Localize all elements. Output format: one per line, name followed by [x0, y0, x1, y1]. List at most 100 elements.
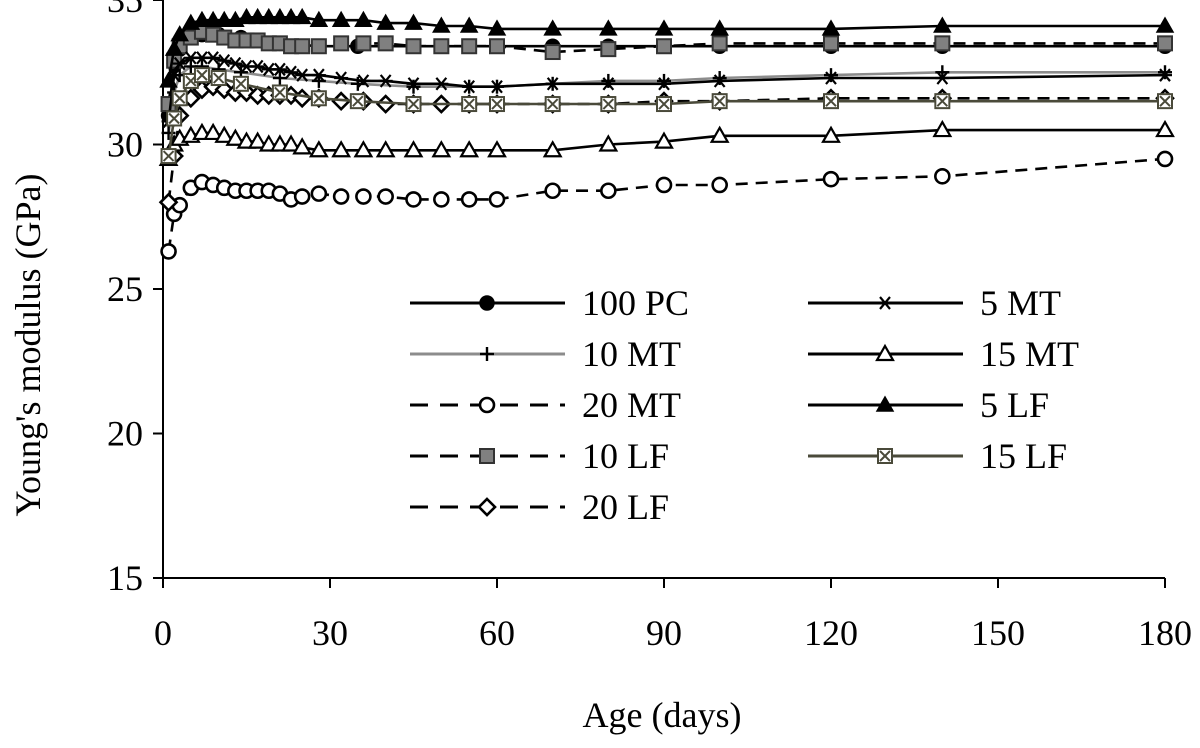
data-point — [821, 19, 841, 36]
data-point — [877, 448, 893, 464]
data-point — [545, 77, 560, 91]
data-point — [488, 191, 506, 208]
data-point — [479, 295, 495, 311]
data-point — [270, 7, 290, 25]
data-point — [192, 10, 212, 27]
legend-label: 20 MT — [582, 385, 681, 425]
data-point — [292, 7, 312, 25]
series-line — [167, 157, 1166, 252]
data-point — [404, 13, 423, 30]
legend-entry: 5 MT — [808, 283, 1061, 323]
data-point — [333, 35, 350, 52]
data-point — [461, 38, 478, 55]
legend-entry: 100 PC — [410, 283, 689, 323]
data-point — [478, 396, 496, 414]
data-point — [292, 137, 313, 155]
data-point — [272, 71, 287, 86]
data-point — [433, 191, 450, 208]
data-point — [490, 79, 504, 94]
data-point — [309, 10, 329, 27]
data-point — [406, 79, 421, 94]
data-point — [247, 131, 268, 149]
data-point — [281, 7, 301, 25]
data-point — [203, 122, 223, 141]
data-point — [164, 39, 184, 56]
data-point — [228, 56, 243, 71]
y-tick-label: 30 — [107, 125, 143, 165]
data-point — [214, 10, 234, 27]
data-point — [655, 176, 673, 194]
data-point — [331, 140, 352, 158]
data-point — [171, 90, 188, 107]
legend-entry: 20 LF — [410, 487, 669, 527]
data-point — [823, 35, 839, 52]
data-point — [487, 140, 507, 158]
data-point — [434, 77, 449, 91]
data-point — [405, 96, 422, 113]
data-point — [1155, 119, 1175, 138]
x-tick-label: 60 — [479, 613, 515, 653]
x-tick-label: 120 — [804, 613, 858, 653]
data-point — [654, 131, 674, 149]
data-point — [542, 140, 563, 158]
data-point — [1155, 16, 1175, 33]
data-point — [248, 7, 267, 25]
data-point — [406, 77, 421, 91]
data-point — [356, 74, 371, 88]
data-point — [203, 10, 223, 27]
x-axis-title: Age (days) — [583, 695, 742, 735]
series-10-mt — [161, 59, 1172, 140]
data-point — [824, 71, 838, 85]
legend-entry: 10 MT — [410, 334, 681, 374]
data-point — [600, 41, 617, 58]
data-point — [600, 182, 617, 200]
data-point — [598, 134, 619, 152]
x-tick-label: 0 — [154, 613, 172, 653]
data-point — [462, 79, 477, 94]
data-point — [1157, 35, 1173, 52]
data-point — [355, 188, 372, 205]
data-point — [601, 77, 616, 91]
data-point — [281, 134, 301, 152]
data-point — [932, 119, 953, 138]
series-20-mt — [160, 150, 1174, 260]
data-point — [544, 44, 561, 61]
data-point — [487, 19, 507, 36]
legend-entry: 5 LF — [808, 385, 1049, 425]
data-point — [1158, 65, 1172, 80]
data-point — [461, 96, 478, 113]
data-point — [349, 93, 366, 110]
legend-background — [395, 275, 1125, 530]
data-point — [657, 77, 671, 91]
data-point — [206, 51, 221, 65]
data-point — [166, 110, 183, 127]
data-point — [710, 19, 729, 36]
data-point — [311, 68, 326, 82]
data-point — [377, 188, 394, 205]
data-point — [933, 16, 952, 33]
data-point — [433, 38, 450, 55]
legend-label: 100 PC — [582, 283, 689, 323]
data-point — [599, 19, 618, 36]
data-point — [459, 140, 480, 158]
y-tick-label: 15 — [107, 558, 143, 598]
x-tick-label: 150 — [971, 613, 1025, 653]
data-point — [225, 128, 246, 146]
data-point — [353, 140, 374, 158]
legend-entry: 10 LF — [410, 436, 669, 476]
data-point — [331, 10, 351, 27]
data-point — [250, 59, 265, 74]
data-point — [310, 38, 327, 55]
y-axis-title: Young's modulus (GPa) — [8, 174, 48, 517]
data-point — [355, 35, 372, 52]
legend-label: 15 LF — [980, 436, 1067, 476]
data-point — [656, 96, 672, 113]
data-point — [875, 343, 895, 362]
legend-entry: 20 MT — [410, 385, 681, 425]
data-point — [294, 38, 311, 55]
data-point — [310, 185, 328, 202]
data-point — [600, 96, 617, 113]
x-tick-label: 30 — [312, 613, 348, 653]
